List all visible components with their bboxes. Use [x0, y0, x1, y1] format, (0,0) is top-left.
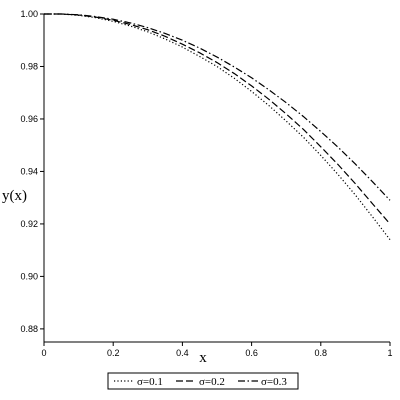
series-line-2 — [44, 13, 391, 225]
series-line-1 — [44, 13, 391, 241]
y-tick-label: 0.90 — [20, 271, 38, 281]
y-tick-label: 0.94 — [20, 166, 38, 176]
x-tick-label: 1 — [387, 348, 392, 358]
y-tick-label: 0.88 — [20, 324, 38, 334]
legend-label-3: σ=0.3 — [261, 376, 287, 388]
y-axis-label: y(x) — [2, 188, 27, 204]
series-line-3 — [44, 13, 391, 201]
x-tick-label: 0.6 — [245, 348, 258, 358]
y-tick-label: 1.00 — [20, 9, 38, 19]
y-tick-label: 0.96 — [20, 114, 38, 124]
x-tick-label: 0.4 — [176, 348, 189, 358]
x-tick-label: 0.2 — [107, 348, 120, 358]
y-tick-label: 0.98 — [20, 61, 38, 71]
x-tick-label: 0.8 — [315, 348, 328, 358]
y-tick-label: 0.92 — [20, 219, 38, 229]
x-tick-label: 0 — [41, 348, 46, 358]
x-axis-label: x — [199, 350, 207, 366]
legend-box — [107, 372, 299, 390]
legend-label-1: σ=0.1 — [137, 376, 163, 388]
plot-area: 0 0.2 0.4 0.6 0.8 1 0.88 0.90 0.92 0.94 0.96 0.98 1.… — [2, 9, 393, 366]
legend-label-2: σ=0.2 — [199, 376, 225, 388]
legend: σ=0.1 σ=0.2 σ=0.3 — [107, 372, 299, 390]
